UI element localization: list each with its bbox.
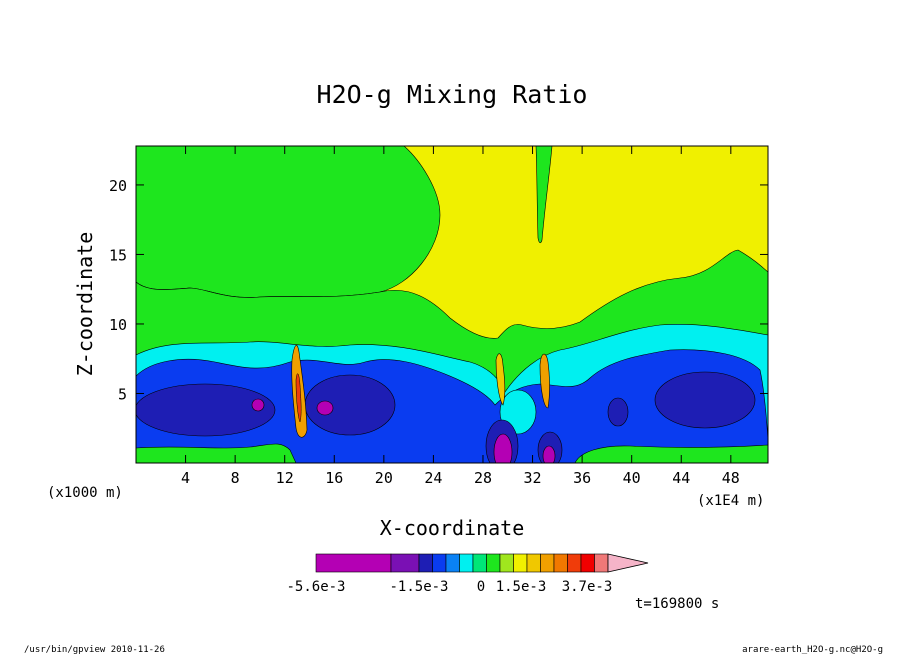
colorbar-swatch bbox=[553, 553, 568, 573]
x-tick-label: 44 bbox=[672, 469, 690, 487]
x-tick-label: 8 bbox=[231, 469, 240, 487]
colorbar-swatch bbox=[540, 553, 555, 573]
colorbar-swatch bbox=[418, 553, 433, 573]
x-tick-label: 48 bbox=[722, 469, 740, 487]
y-tick-label: 10 bbox=[109, 316, 127, 334]
field-green-upper bbox=[136, 146, 441, 298]
field-navy-right bbox=[654, 371, 756, 429]
field-purple-2 bbox=[316, 400, 334, 416]
y-tick-label: 5 bbox=[118, 385, 127, 403]
field-purple-1 bbox=[251, 398, 265, 412]
colorbar-swatch bbox=[526, 553, 541, 573]
x-tick-label: 32 bbox=[524, 469, 542, 487]
contour-field bbox=[136, 146, 768, 463]
colorbar-swatch bbox=[432, 553, 447, 573]
colorbar-swatch bbox=[472, 553, 487, 573]
colorbar-swatch bbox=[594, 553, 609, 573]
colorbar-swatch bbox=[459, 553, 474, 573]
chart-title: H2O-g Mixing Ratio bbox=[317, 80, 588, 109]
x-unit-left: (x1000 m) bbox=[47, 485, 123, 501]
x-axis-ticks: 4 8 12 16 20 24 28 32 36 40 44 48 bbox=[181, 146, 740, 487]
x-tick-label: 40 bbox=[623, 469, 641, 487]
colorbar-swatch bbox=[580, 553, 595, 573]
field-purple-3 bbox=[493, 433, 513, 463]
y-axis-ticks: 5 10 15 20 bbox=[109, 177, 768, 403]
field-plume-right bbox=[539, 353, 550, 409]
field-navy-spot bbox=[607, 397, 629, 427]
field-green-ground bbox=[136, 443, 768, 463]
x-tick-label: 28 bbox=[474, 469, 492, 487]
x-tick-label: 20 bbox=[375, 469, 393, 487]
field-green-streak bbox=[535, 146, 553, 244]
colorbar: -5.6e-3 -1.5e-3 0 1.5e-3 3.7e-3 bbox=[286, 553, 649, 595]
colorbar-label: 3.7e-3 bbox=[562, 579, 613, 595]
colorbar-arrow bbox=[607, 553, 649, 573]
time-label: t=169800 s bbox=[635, 596, 719, 612]
colorbar-label: 0 bbox=[477, 579, 485, 595]
x-tick-label: 4 bbox=[181, 469, 190, 487]
field-plume-left-core bbox=[295, 373, 302, 423]
footer-left: /usr/bin/gpview 2010-11-26 bbox=[24, 645, 165, 654]
x-tick-label: 36 bbox=[573, 469, 591, 487]
colorbar-swatch bbox=[445, 553, 460, 573]
field-navy-left bbox=[136, 383, 276, 437]
colorbar-label: 1.5e-3 bbox=[496, 579, 547, 595]
footer-right: arare-earth_H2O-g.nc@H2O-g bbox=[742, 645, 883, 654]
x-unit-right: (x1E4 m) bbox=[697, 493, 764, 509]
colorbar-swatch bbox=[513, 553, 528, 573]
y-tick-label: 20 bbox=[109, 177, 127, 195]
y-tick-label: 15 bbox=[109, 246, 127, 264]
x-tick-label: 16 bbox=[325, 469, 343, 487]
field-plume-mid bbox=[495, 353, 506, 406]
x-tick-label: 24 bbox=[424, 469, 442, 487]
colorbar-label: -1.5e-3 bbox=[389, 579, 448, 595]
x-tick-label: 12 bbox=[276, 469, 294, 487]
y-axis-label: Z-coordinate bbox=[73, 232, 97, 377]
colorbar-swatch bbox=[499, 553, 514, 573]
colorbar-swatch bbox=[486, 553, 501, 573]
field-purple-4 bbox=[542, 445, 556, 463]
colorbar-swatch bbox=[315, 553, 392, 573]
colorbar-swatch bbox=[390, 553, 420, 573]
colorbar-label: -5.6e-3 bbox=[286, 579, 345, 595]
plot-frame bbox=[135, 145, 769, 464]
x-axis-label: X-coordinate bbox=[380, 516, 525, 540]
colorbar-swatch bbox=[567, 553, 582, 573]
